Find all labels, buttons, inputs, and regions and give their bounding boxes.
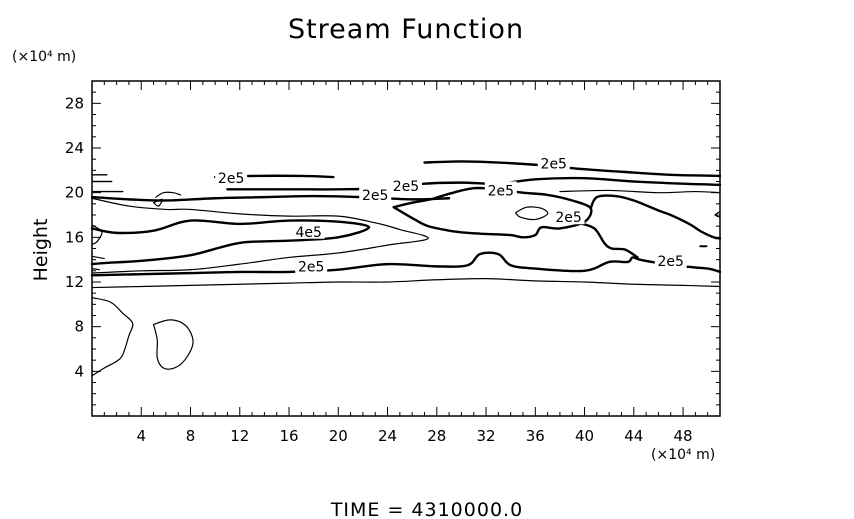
- contour-line: [90, 219, 371, 266]
- contour-label: 2e5: [362, 188, 388, 204]
- contour-label: 2e5: [218, 171, 244, 187]
- contour-label-bg: [359, 185, 392, 202]
- contour-line: [577, 221, 639, 259]
- contour-label-bg: [552, 208, 585, 225]
- contour-label-bg: [484, 181, 517, 198]
- x-axis-unit-label: (×10⁴ m): [651, 447, 715, 463]
- contour-line: [559, 189, 721, 194]
- contour-label: 2e5: [555, 210, 581, 226]
- contour-line: [91, 278, 721, 289]
- x-tick-label: 28: [427, 427, 446, 445]
- contour-line: [226, 176, 722, 191]
- x-tick-label: 44: [624, 427, 643, 445]
- contour-line: [91, 224, 103, 245]
- contour-line: [90, 251, 722, 277]
- contour-line: [152, 198, 163, 207]
- contour-line: [152, 319, 194, 370]
- contour-line: [392, 186, 593, 239]
- contour-label: 2e5: [541, 157, 567, 173]
- contour-label: 2e5: [393, 179, 419, 195]
- x-tick-label: 8: [186, 427, 196, 445]
- x-tick-label: 40: [575, 427, 594, 445]
- x-tick-label: 12: [230, 427, 249, 445]
- time-footer: TIME = 4310000.0: [330, 499, 523, 519]
- y-tick-labels: 4 8 12 16 20 24 28: [65, 94, 84, 380]
- contour-line: [91, 255, 105, 260]
- x-tick-labels: 4 8 12 16 20 24 28 32 36 40 44 48: [136, 427, 692, 445]
- contour-line: [91, 268, 100, 271]
- contour-label-bg: [292, 222, 325, 239]
- x-tick-label: 48: [674, 427, 693, 445]
- y-tick-label: 20: [65, 184, 84, 202]
- contour-line: [714, 211, 721, 218]
- x-tick-label: 20: [329, 427, 348, 445]
- y-tick-label: 12: [65, 273, 84, 291]
- y-tick-label: 24: [65, 139, 84, 157]
- y-tick-label: 16: [65, 228, 84, 246]
- x-tick-label: 32: [476, 427, 495, 445]
- contour-label: 2e5: [298, 259, 324, 275]
- contour-label: 4e5: [296, 225, 322, 241]
- contour-labels: 2e5 2e5 2e5 2e5 2e5 2e5 4e5 2e5 2e5: [215, 154, 687, 275]
- contour-label: 2e5: [658, 254, 684, 270]
- contour-label-bg: [295, 257, 328, 274]
- contour-line: [155, 191, 182, 198]
- x-tick-label: 4: [136, 427, 146, 445]
- contour-line: [91, 297, 134, 377]
- contour-line: [589, 194, 722, 240]
- plot-frame: [91, 80, 721, 417]
- axis-ticks: [91, 80, 721, 417]
- contour-line: [514, 206, 549, 221]
- chart-title: Stream Function: [288, 14, 524, 45]
- contour-line: [91, 197, 429, 274]
- contour-label: 2e5: [488, 183, 514, 199]
- y-tick-label: 4: [74, 362, 84, 380]
- x-tick-label: 16: [279, 427, 298, 445]
- contour-label-bg: [215, 169, 248, 186]
- y-tick-label: 8: [74, 318, 84, 336]
- contour-line: [90, 194, 451, 202]
- x-tick-label: 24: [378, 427, 397, 445]
- x-tick-label: 36: [526, 427, 545, 445]
- contour-lines: [90, 160, 722, 377]
- contour-label-bg: [537, 154, 570, 171]
- y-axis-unit-label: (×10⁴ m): [12, 49, 76, 65]
- contour-label-bg: [390, 176, 422, 193]
- y-tick-label: 28: [65, 94, 84, 112]
- contour-line: [423, 160, 722, 178]
- y-axis-label: Height: [30, 219, 52, 282]
- contour-label-bg: [654, 251, 687, 268]
